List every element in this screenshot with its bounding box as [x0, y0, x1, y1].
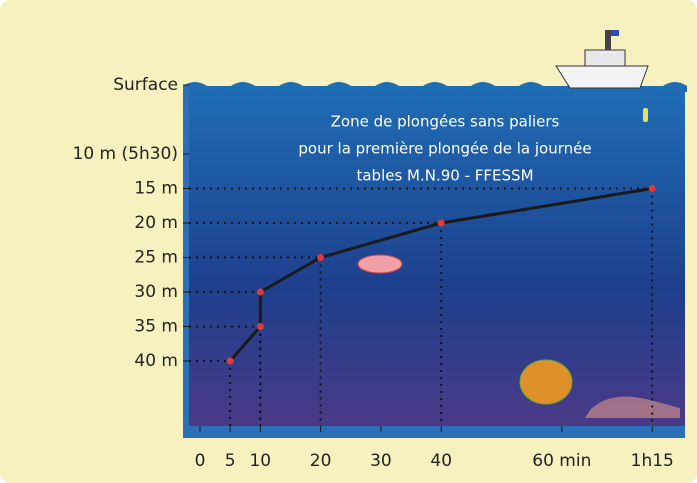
x-tick-label: 1h15 [631, 451, 674, 471]
y-tick-label: 25 m [134, 248, 178, 268]
point [649, 185, 656, 192]
x-tick-label: 40 [430, 451, 452, 471]
y-tick-label: 40 m [134, 351, 178, 371]
x-tick-label: 30 [370, 451, 392, 471]
x-axis-bar [183, 426, 685, 438]
x-tick-label: 60 min [532, 451, 591, 471]
x-tick-label: 10 [249, 451, 271, 471]
point [257, 323, 264, 330]
y-tick-label: 15 m [134, 179, 178, 199]
point [227, 358, 234, 365]
sea-panel [183, 86, 685, 426]
y-axis-bar [183, 86, 189, 434]
chart: Zone de plongées sans paliers pour la pre… [0, 0, 697, 483]
big-fish [520, 360, 572, 404]
y-tick-label: 20 m [134, 213, 178, 233]
y-tick-label: 35 m [134, 317, 178, 337]
title-line: pour la première plongée de la journée [298, 140, 591, 158]
title-line: Zone de plongées sans paliers [331, 113, 560, 131]
title-line: tables M.N.90 - FFESSM [356, 167, 533, 185]
point [257, 289, 264, 296]
y-tick-label: 10 m (5h30) [73, 144, 179, 164]
y-tick-label: Surface [113, 75, 178, 95]
x-tick-label: 5 [225, 451, 236, 471]
x-tick-label: 0 [195, 451, 206, 471]
x-tick-label: 20 [310, 451, 332, 471]
y-tick-label: 30 m [134, 282, 178, 302]
point [438, 220, 445, 227]
point [317, 254, 324, 261]
fish [358, 255, 402, 273]
buoy [643, 108, 648, 122]
